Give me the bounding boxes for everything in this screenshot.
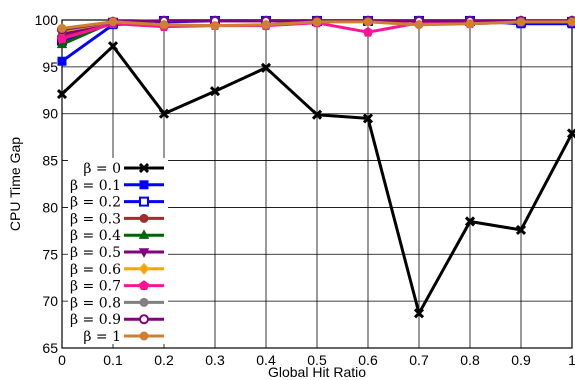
legend-item: β = 0.6 bbox=[70, 262, 164, 278]
y-axis-ticks: 65 70 75 80 85 90 95 100 bbox=[35, 12, 59, 356]
legend-item: β = 0.8 bbox=[70, 295, 164, 311]
data-point bbox=[363, 17, 373, 27]
legend-label: β = 1 bbox=[83, 329, 121, 345]
series-0 bbox=[56, 41, 575, 319]
legend-label: β = 0.3 bbox=[70, 211, 121, 227]
data-point bbox=[56, 38, 68, 49]
x-tick-label: 0.8 bbox=[460, 352, 480, 368]
data-point bbox=[260, 62, 272, 73]
legend-label: β = 0 bbox=[83, 161, 121, 177]
x-tick-label: 0.1 bbox=[103, 352, 123, 368]
x-tick-label: 0.6 bbox=[358, 352, 378, 368]
legend-item: β = 0.3 bbox=[70, 211, 164, 227]
data-point bbox=[138, 229, 150, 239]
data-point bbox=[108, 17, 118, 27]
data-point bbox=[413, 308, 425, 319]
data-point bbox=[362, 113, 374, 124]
data-point bbox=[515, 224, 527, 235]
data-point bbox=[312, 17, 322, 27]
y-tick-label: 80 bbox=[42, 199, 58, 215]
data-point bbox=[57, 56, 67, 66]
y-tick-label: 95 bbox=[42, 59, 58, 75]
x-tick-label: 0.3 bbox=[205, 352, 225, 368]
data-point bbox=[139, 331, 149, 341]
x-tick-label: 0.5 bbox=[307, 352, 327, 368]
y-tick-label: 90 bbox=[42, 106, 58, 122]
legend-label: β = 0.7 bbox=[70, 279, 121, 295]
data-point bbox=[138, 262, 150, 275]
data-point bbox=[138, 280, 150, 290]
data-point bbox=[159, 20, 169, 30]
data-point bbox=[56, 33, 68, 44]
data-point bbox=[139, 297, 149, 307]
x-axis-ticks: 0 0.1 0.2 0.3 0.4 0.5 0.6 0.7 0.8 0.9 1 bbox=[58, 352, 575, 368]
legend-label: β = 0.4 bbox=[70, 228, 121, 244]
legend-item: β = 0.7 bbox=[70, 279, 164, 295]
data-point bbox=[57, 23, 67, 33]
data-point bbox=[107, 41, 119, 52]
x-tick-label: 0.2 bbox=[154, 352, 174, 368]
legend-label: β = 0.1 bbox=[70, 178, 121, 194]
legend-item: β = 0.4 bbox=[70, 228, 164, 244]
data-point bbox=[516, 17, 526, 27]
x-tick-label: 0.4 bbox=[256, 352, 276, 368]
data-point bbox=[139, 196, 149, 207]
legend-item: β = 0 bbox=[83, 161, 164, 177]
series-layer bbox=[56, 14, 575, 319]
legend-label: β = 0.6 bbox=[70, 262, 121, 278]
data-point bbox=[158, 108, 170, 119]
y-tick-label: 85 bbox=[42, 153, 58, 169]
legend-label: β = 0.9 bbox=[70, 312, 121, 328]
x-tick-label: 0.9 bbox=[511, 352, 531, 368]
data-point bbox=[261, 20, 271, 30]
y-tick-label: 75 bbox=[42, 246, 58, 262]
x-axis-label: Global Hit Ratio bbox=[268, 364, 366, 380]
x-tick-label: 0 bbox=[58, 352, 66, 368]
data-point bbox=[138, 248, 150, 258]
x-tick-label: 0.7 bbox=[409, 352, 429, 368]
legend-item: β = 1 bbox=[83, 329, 164, 345]
data-point bbox=[139, 314, 149, 325]
y-tick-label: 65 bbox=[42, 340, 58, 356]
y-axis-label: CPU Time Gap bbox=[7, 137, 23, 231]
y-tick-label: 100 bbox=[35, 12, 59, 28]
legend-item: β = 0.5 bbox=[70, 245, 164, 261]
y-tick-label: 70 bbox=[42, 293, 58, 309]
data-point bbox=[311, 109, 323, 120]
series-10 bbox=[57, 17, 575, 33]
data-point bbox=[414, 20, 424, 30]
x-tick-label: 1 bbox=[568, 352, 575, 368]
data-point bbox=[465, 19, 475, 29]
legend-item: β = 0.1 bbox=[70, 178, 164, 194]
legend: β = 0β = 0.1β = 0.2β = 0.3β = 0.4β = 0.5… bbox=[68, 158, 168, 345]
data-point bbox=[139, 180, 149, 190]
legend-item: β = 0.2 bbox=[70, 195, 164, 211]
legend-label: β = 0.8 bbox=[70, 295, 121, 311]
data-point bbox=[567, 17, 575, 27]
data-point bbox=[139, 213, 149, 223]
data-point bbox=[464, 216, 476, 227]
legend-label: β = 0.2 bbox=[70, 195, 121, 211]
data-point bbox=[138, 162, 150, 174]
legend-label: β = 0.5 bbox=[70, 245, 121, 261]
data-point bbox=[362, 26, 374, 37]
legend-item: β = 0.9 bbox=[70, 312, 164, 328]
data-point bbox=[210, 21, 220, 31]
data-point bbox=[209, 86, 221, 97]
data-point bbox=[56, 88, 68, 100]
